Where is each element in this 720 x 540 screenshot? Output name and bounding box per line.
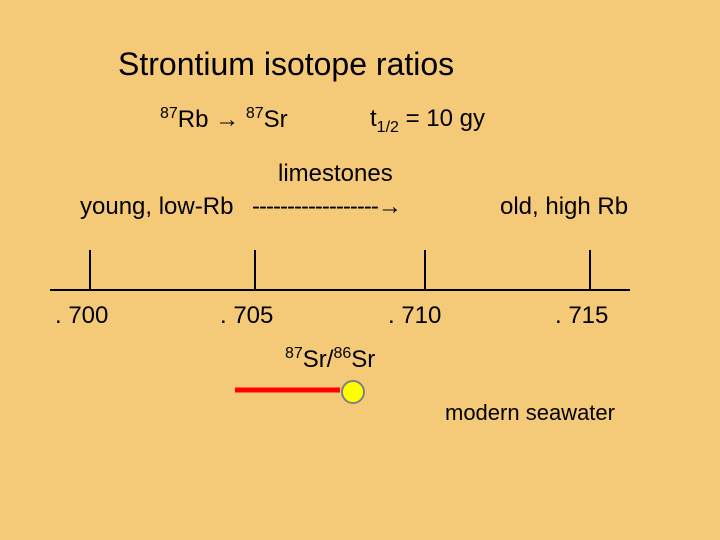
axis-tick-label: . 715 xyxy=(555,302,608,330)
seawater-indicator xyxy=(235,380,395,410)
slide-title: Strontium isotope ratios xyxy=(118,46,454,83)
parent-el: Rb xyxy=(178,106,209,133)
ratio-num: Sr xyxy=(303,346,327,373)
young-low-rb-label: young, low-Rb xyxy=(80,193,233,221)
limestones-label: limestones xyxy=(278,160,393,188)
ratio-num-sup: 87 xyxy=(285,345,303,362)
limestone-range-dashes: ------------------→ xyxy=(252,193,401,221)
axis-tick-label: . 710 xyxy=(388,302,441,330)
slide-content: Strontium isotope ratios 87Rb → 87Sr t1/… xyxy=(0,0,720,540)
daughter-el: Sr xyxy=(264,106,288,133)
ratio-den-sup: 86 xyxy=(333,345,351,362)
axis-tick-label: . 705 xyxy=(220,302,273,330)
isotope-ratio-label: 87Sr/86Sr xyxy=(285,345,375,374)
half-life: t1/2 = 10 gy xyxy=(370,105,485,137)
halflife-symbol: t xyxy=(370,105,377,132)
parent-sup: 87 xyxy=(160,105,178,122)
halflife-value: = 10 gy xyxy=(406,105,485,132)
decay-equation: 87Rb → 87Sr xyxy=(160,105,288,134)
halflife-sub: 1/2 xyxy=(377,119,399,136)
daughter-sup: 87 xyxy=(246,105,264,122)
old-high-rb-label: old, high Rb xyxy=(500,193,628,221)
decay-arrow: → xyxy=(215,106,239,133)
axis-tick-label: . 700 xyxy=(55,302,108,330)
ratio-den: Sr xyxy=(351,346,375,373)
ratio-axis xyxy=(30,235,670,305)
modern-seawater-label: modern seawater xyxy=(445,400,615,426)
